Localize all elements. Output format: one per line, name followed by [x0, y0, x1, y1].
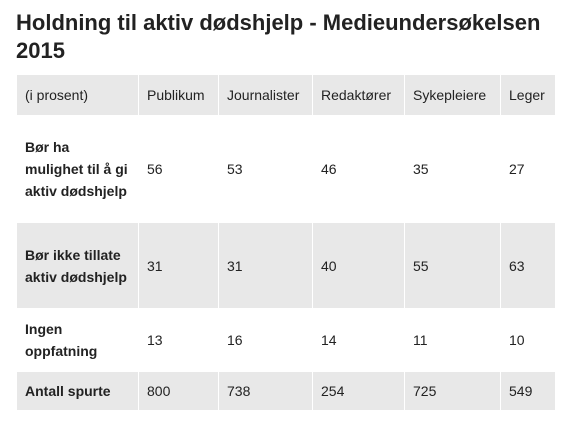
table-row: Ingen oppfatning 13 16 14 11 10	[16, 308, 556, 372]
table-cell: 16	[218, 308, 313, 372]
column-header-sykepleiere: Sykepleiere	[404, 75, 501, 115]
table-cell: 27	[500, 115, 556, 223]
data-table: (i prosent) Publikum Journalister Redakt…	[16, 75, 556, 410]
table-header-corner: (i prosent)	[16, 75, 139, 115]
table-row: Bør ikke tillate aktiv dødshjelp 31 31 4…	[16, 223, 556, 308]
table-cell: 63	[500, 223, 556, 308]
row-label: Bør ikke tillate aktiv dødshjelp	[16, 223, 139, 308]
table-row: Bør ha mulighet til å gi aktiv dødshjelp…	[16, 115, 556, 223]
table-cell: 14	[312, 308, 405, 372]
table-cell: 40	[312, 223, 405, 308]
table-cell: 53	[218, 115, 313, 223]
table-cell: 11	[404, 308, 501, 372]
column-header-publikum: Publikum	[138, 75, 219, 115]
table-cell: 55	[404, 223, 501, 308]
table-cell: 738	[218, 372, 313, 410]
data-table-container: (i prosent) Publikum Journalister Redakt…	[16, 75, 556, 410]
row-label: Antall spurte	[16, 372, 139, 410]
table-cell: 35	[404, 115, 501, 223]
table-cell: 46	[312, 115, 405, 223]
table-cell: 31	[218, 223, 313, 308]
column-header-redaktorer: Redaktører	[312, 75, 405, 115]
table-cell: 254	[312, 372, 405, 410]
table-cell: 549	[500, 372, 556, 410]
page-title: Holdning til aktiv dødshjelp - Medieunde…	[16, 10, 541, 63]
column-header-leger: Leger	[500, 75, 556, 115]
table-cell: 800	[138, 372, 219, 410]
table-cell: 56	[138, 115, 219, 223]
table-cell: 13	[138, 308, 219, 372]
table-cell: 31	[138, 223, 219, 308]
table-cell: 10	[500, 308, 556, 372]
row-label: Bør ha mulighet til å gi aktiv dødshjelp	[16, 115, 139, 223]
column-header-journalister: Journalister	[218, 75, 313, 115]
table-cell: 725	[404, 372, 501, 410]
table-row: Antall spurte 800 738 254 725 549	[16, 372, 556, 410]
table-header-row: (i prosent) Publikum Journalister Redakt…	[16, 75, 556, 115]
row-label: Ingen oppfatning	[16, 308, 139, 372]
